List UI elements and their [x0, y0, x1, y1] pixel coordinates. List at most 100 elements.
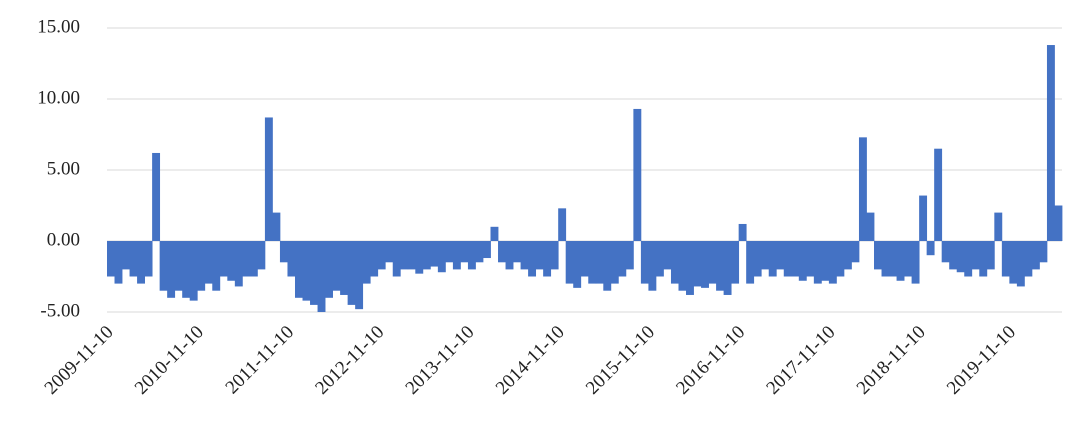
- bar: [588, 241, 597, 284]
- bar: [355, 241, 364, 310]
- bar: [896, 241, 905, 281]
- bar: [482, 241, 491, 259]
- bar: [648, 241, 657, 291]
- bar: [625, 241, 634, 270]
- bar: [159, 241, 168, 291]
- x-tick-label: 2014-11-10: [492, 322, 569, 399]
- bar: [851, 241, 860, 263]
- bar: [716, 241, 725, 291]
- bar: [392, 241, 401, 277]
- x-tick-label: 2012-11-10: [311, 322, 388, 399]
- bar: [836, 241, 845, 277]
- bar: [701, 241, 709, 288]
- y-tick-label: 10.00: [37, 87, 80, 108]
- bar: [385, 241, 394, 263]
- bar: [137, 241, 145, 284]
- bar: [1039, 241, 1048, 263]
- bar: [505, 241, 514, 270]
- bar: [761, 241, 770, 270]
- y-tick-label: -5.00: [40, 300, 80, 321]
- bar: [347, 241, 356, 305]
- bar: [129, 241, 138, 277]
- bar: [813, 241, 822, 284]
- bar: [926, 241, 935, 256]
- bar: [731, 241, 740, 284]
- bar: [460, 241, 469, 263]
- bar: [580, 241, 589, 277]
- bar: [964, 241, 973, 277]
- bar: [919, 195, 928, 241]
- bar: [294, 241, 303, 298]
- bar: [565, 241, 574, 284]
- bar: [114, 241, 123, 284]
- bar: [377, 241, 386, 270]
- bar: [798, 241, 807, 281]
- bar: [678, 241, 687, 291]
- bar: [618, 241, 627, 277]
- bar: [828, 241, 837, 284]
- y-tick-label: 5.00: [47, 158, 80, 179]
- x-tick-label: 2013-11-10: [402, 322, 479, 399]
- bar: [640, 241, 649, 284]
- bar: [949, 241, 958, 270]
- bar: [550, 241, 559, 270]
- bar: [686, 241, 694, 295]
- bar: [513, 241, 521, 263]
- bar: [144, 241, 153, 277]
- bar: [941, 241, 950, 263]
- bar: [257, 241, 266, 270]
- bar: [317, 241, 326, 312]
- bar: [242, 241, 251, 277]
- bar: [558, 208, 567, 241]
- bar: [791, 241, 800, 277]
- bar: [753, 241, 762, 277]
- x-tick-label: 2010-11-10: [131, 322, 208, 399]
- bar: [422, 241, 431, 270]
- bar: [535, 241, 544, 270]
- y-tick-label: 15.00: [37, 16, 80, 37]
- bar: [302, 241, 311, 301]
- x-tick-label: 2018-11-10: [853, 322, 930, 399]
- x-tick-label: 2017-11-10: [762, 322, 839, 399]
- bar: [475, 241, 484, 263]
- bar: [1046, 45, 1055, 241]
- bar: [174, 241, 183, 291]
- bar: [889, 241, 897, 277]
- bar: [400, 241, 409, 270]
- bar: [1031, 241, 1040, 270]
- bar: [708, 241, 717, 284]
- bar: [498, 241, 506, 263]
- bar: [310, 241, 318, 305]
- bar: [776, 241, 785, 270]
- bar: [204, 241, 213, 284]
- bar: [843, 241, 852, 270]
- bar: [370, 241, 379, 277]
- bar: [107, 241, 115, 277]
- bar: [655, 241, 664, 277]
- bar: [746, 241, 755, 284]
- bar: [264, 117, 273, 241]
- bar: [452, 241, 461, 270]
- bar: [167, 241, 176, 298]
- bar: [1024, 241, 1033, 277]
- bar: [603, 241, 612, 291]
- bar: [332, 241, 341, 291]
- bar: [122, 241, 130, 270]
- bar: [1009, 241, 1018, 284]
- bar: [738, 223, 747, 241]
- bar: [1001, 241, 1010, 277]
- bar: [1054, 205, 1063, 241]
- x-tick-label: 2016-11-10: [672, 322, 749, 399]
- bar: [212, 241, 221, 291]
- bar: [249, 241, 258, 277]
- bar: [595, 241, 604, 284]
- bar: [279, 241, 288, 263]
- y-tick-label: 0.00: [47, 229, 80, 250]
- bar: [234, 241, 243, 287]
- x-tick-label: 2015-11-10: [582, 322, 659, 399]
- bar: [340, 241, 349, 295]
- bar: [633, 108, 642, 241]
- bar: [362, 241, 371, 284]
- bar: [783, 241, 792, 277]
- x-tick-label: 2011-11-10: [222, 322, 299, 399]
